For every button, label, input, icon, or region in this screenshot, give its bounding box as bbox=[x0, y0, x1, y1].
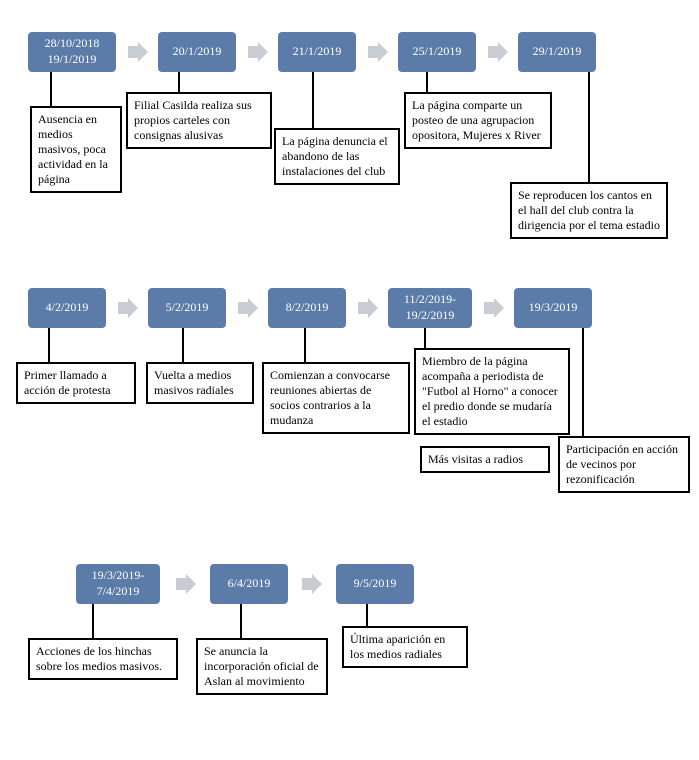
desc-text: Se reproducen los cantos en el hall del … bbox=[518, 188, 660, 232]
desc-box: Filial Casilda realiza sus propios carte… bbox=[126, 92, 272, 149]
desc-text: Participación en acción de vecinos por r… bbox=[566, 442, 678, 486]
date-label: 29/1/2019 bbox=[526, 44, 588, 60]
date-label: 9/5/2019 bbox=[344, 576, 406, 592]
desc-box: La página comparte un posteo de una agru… bbox=[404, 92, 552, 149]
date-box: 19/3/2019 bbox=[514, 288, 592, 328]
arrow-icon bbox=[486, 40, 510, 64]
desc-text: La página denuncia el abandono de las in… bbox=[282, 134, 388, 178]
desc-box: Miembro de la página acompaña a periodis… bbox=[414, 348, 570, 435]
desc-box: Se reproducen los cantos en el hall del … bbox=[510, 182, 668, 239]
date-box: 19/3/2019- 7/4/2019 bbox=[76, 564, 160, 604]
connector bbox=[426, 72, 428, 94]
arrow-icon bbox=[174, 572, 198, 596]
date-label: 19/1/2019 bbox=[36, 52, 108, 68]
desc-box: Última aparición en los medios radiales bbox=[342, 626, 468, 668]
date-label: 7/4/2019 bbox=[84, 584, 152, 600]
date-label: 28/10/2018 bbox=[36, 36, 108, 52]
connector bbox=[366, 604, 368, 628]
date-label: 19/2/2019 bbox=[396, 308, 464, 324]
desc-box: Se anuncia la incorporación oficial de A… bbox=[196, 638, 328, 695]
connector bbox=[582, 328, 584, 436]
connector bbox=[178, 72, 180, 94]
desc-text: Ausencia en medios masivos, poca activid… bbox=[38, 112, 108, 186]
date-label: 6/4/2019 bbox=[218, 576, 280, 592]
arrow-icon bbox=[236, 296, 260, 320]
desc-text: Última aparición en los medios radiales bbox=[350, 632, 445, 661]
arrow-icon bbox=[300, 572, 324, 596]
desc-box: Acciones de los hinchas sobre los medios… bbox=[28, 638, 178, 680]
date-box: 25/1/2019 bbox=[398, 32, 476, 72]
desc-text: Vuelta a medios masivos radiales bbox=[154, 368, 234, 397]
date-box: 29/1/2019 bbox=[518, 32, 596, 72]
date-label: 11/2/2019- bbox=[396, 292, 464, 308]
desc-box: Comienzan a convocarse reuniones abierta… bbox=[262, 362, 410, 434]
desc-text: Más visitas a radios bbox=[428, 452, 523, 466]
date-label: 19/3/2019 bbox=[522, 300, 584, 316]
connector bbox=[424, 328, 426, 350]
desc-box: Ausencia en medios masivos, poca activid… bbox=[30, 106, 122, 193]
desc-text: La página comparte un posteo de una agru… bbox=[412, 98, 541, 142]
connector bbox=[50, 72, 52, 108]
date-box: 21/1/2019 bbox=[278, 32, 356, 72]
connector bbox=[312, 72, 314, 130]
date-box: 28/10/2018 19/1/2019 bbox=[28, 32, 116, 72]
desc-text: Filial Casilda realiza sus propios carte… bbox=[134, 98, 252, 142]
arrow-icon bbox=[482, 296, 506, 320]
desc-box: La página denuncia el abandono de las in… bbox=[274, 128, 400, 185]
connector bbox=[588, 72, 590, 184]
date-label: 8/2/2019 bbox=[276, 300, 338, 316]
arrow-icon bbox=[126, 40, 150, 64]
date-label: 19/3/2019- bbox=[84, 568, 152, 584]
connector bbox=[182, 328, 184, 364]
date-box: 5/2/2019 bbox=[148, 288, 226, 328]
desc-text: Miembro de la página acompaña a periodis… bbox=[422, 354, 558, 428]
date-label: 4/2/2019 bbox=[36, 300, 98, 316]
connector bbox=[92, 604, 94, 640]
desc-text: Primer llamado a acción de protesta bbox=[24, 368, 111, 397]
connector bbox=[304, 328, 306, 364]
date-box: 20/1/2019 bbox=[158, 32, 236, 72]
desc-box: Más visitas a radios bbox=[420, 446, 550, 473]
timeline-diagram: 28/10/2018 19/1/2019 20/1/2019 21/1/2019… bbox=[10, 10, 690, 750]
desc-text: Comienzan a convocarse reuniones abierta… bbox=[270, 368, 390, 427]
desc-box: Vuelta a medios masivos radiales bbox=[146, 362, 254, 404]
connector bbox=[48, 328, 50, 364]
arrow-icon bbox=[246, 40, 270, 64]
arrow-icon bbox=[356, 296, 380, 320]
date-box: 8/2/2019 bbox=[268, 288, 346, 328]
date-label: 25/1/2019 bbox=[406, 44, 468, 60]
date-label: 21/1/2019 bbox=[286, 44, 348, 60]
date-box: 6/4/2019 bbox=[210, 564, 288, 604]
date-box: 9/5/2019 bbox=[336, 564, 414, 604]
connector bbox=[240, 604, 242, 640]
date-box: 4/2/2019 bbox=[28, 288, 106, 328]
desc-box: Primer llamado a acción de protesta bbox=[16, 362, 136, 404]
arrow-icon bbox=[366, 40, 390, 64]
date-label: 20/1/2019 bbox=[166, 44, 228, 60]
date-box: 11/2/2019- 19/2/2019 bbox=[388, 288, 472, 328]
desc-text: Se anuncia la incorporación oficial de A… bbox=[204, 644, 319, 688]
date-label: 5/2/2019 bbox=[156, 300, 218, 316]
desc-box: Participación en acción de vecinos por r… bbox=[558, 436, 690, 493]
desc-text: Acciones de los hinchas sobre los medios… bbox=[36, 644, 162, 673]
arrow-icon bbox=[116, 296, 140, 320]
